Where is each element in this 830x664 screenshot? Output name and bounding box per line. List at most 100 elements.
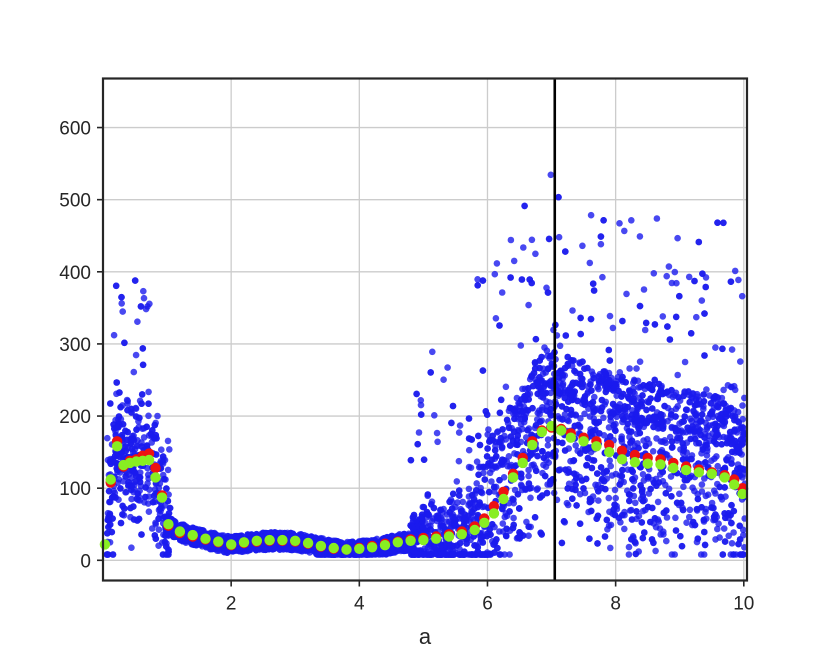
raw-point — [537, 529, 544, 537]
raw-point — [573, 502, 580, 509]
raw-point — [556, 379, 564, 387]
raw-point — [738, 292, 746, 300]
raw-point — [108, 528, 116, 536]
raw-point — [590, 287, 598, 294]
raw-point — [721, 484, 728, 491]
raw-point — [562, 248, 569, 255]
raw-point — [698, 411, 706, 418]
raw-point — [576, 490, 584, 498]
raw-point — [618, 435, 625, 443]
raw-point — [479, 277, 487, 284]
raw-point — [498, 289, 506, 296]
raw-point — [594, 540, 601, 547]
raw-point — [627, 439, 634, 446]
raw-point — [664, 417, 671, 425]
raw-point — [510, 514, 517, 522]
raw-point — [142, 484, 149, 491]
raw-point — [541, 344, 548, 351]
raw-point — [692, 412, 700, 419]
raw-point — [708, 457, 715, 465]
raw-point — [719, 345, 726, 353]
raw-point — [514, 432, 521, 439]
raw-point — [517, 420, 525, 428]
raw-point — [710, 513, 718, 521]
raw-point — [599, 475, 606, 483]
grid — [103, 78, 747, 581]
raw-point — [619, 317, 626, 325]
raw-point — [663, 537, 670, 545]
raw-point — [130, 368, 138, 376]
raw-point — [636, 302, 644, 310]
raw-point — [166, 446, 173, 453]
raw-point — [430, 504, 438, 512]
raw-point — [725, 405, 732, 413]
raw-point — [685, 273, 693, 281]
raw-point — [669, 443, 676, 451]
raw-point — [663, 507, 670, 514]
raw-point — [663, 514, 671, 521]
raw-point — [597, 240, 605, 248]
raw-point — [641, 529, 648, 536]
raw-point — [644, 435, 651, 443]
raw-point — [647, 485, 654, 493]
raw-point — [554, 387, 562, 394]
raw-point — [673, 279, 680, 287]
raw-point — [107, 460, 115, 468]
raw-point — [628, 217, 635, 224]
raw-point — [440, 376, 447, 384]
raw-point — [717, 493, 725, 501]
raw-point — [686, 506, 694, 514]
raw-point — [591, 393, 598, 401]
raw-scatter-series — [103, 171, 749, 558]
raw-point — [712, 490, 719, 497]
raw-point — [660, 422, 667, 430]
raw-point — [651, 321, 659, 328]
raw-point — [736, 522, 743, 530]
raw-point — [143, 423, 150, 431]
raw-point — [686, 513, 693, 521]
raw-point — [133, 495, 141, 503]
raw-point — [425, 511, 432, 518]
raw-point — [475, 432, 482, 440]
raw-point — [626, 388, 634, 396]
raw-point — [615, 514, 623, 522]
raw-point — [700, 405, 707, 413]
raw-point — [500, 457, 508, 464]
raw-point — [720, 386, 727, 394]
raw-point — [714, 462, 721, 470]
raw-point — [618, 376, 625, 384]
raw-point — [563, 499, 571, 507]
raw-point — [546, 481, 554, 488]
raw-point — [429, 348, 436, 356]
raw-point — [450, 542, 457, 550]
raw-point — [607, 544, 614, 552]
raw-point — [636, 233, 644, 240]
raw-point — [532, 335, 540, 343]
raw-point — [547, 171, 555, 179]
raw-point — [625, 428, 633, 435]
raw-point — [521, 415, 528, 423]
raw-point — [674, 234, 681, 242]
raw-point — [679, 506, 687, 514]
raw-point — [653, 215, 661, 222]
raw-point — [605, 494, 613, 502]
raw-point — [665, 263, 673, 270]
raw-point — [532, 250, 539, 258]
raw-point — [579, 375, 586, 383]
raw-point — [681, 358, 689, 366]
raw-point — [737, 436, 745, 443]
raw-point — [701, 541, 709, 549]
raw-point — [417, 397, 425, 404]
raw-point — [145, 400, 152, 408]
raw-point — [577, 314, 584, 322]
raw-point — [514, 491, 522, 498]
raw-point — [723, 457, 731, 464]
raw-point — [703, 452, 711, 459]
raw-point — [536, 410, 543, 418]
raw-point — [449, 551, 457, 558]
raw-point — [544, 442, 552, 449]
raw-point — [584, 454, 592, 462]
raw-point — [616, 406, 623, 414]
raw-point — [407, 456, 415, 464]
raw-point — [703, 441, 710, 449]
